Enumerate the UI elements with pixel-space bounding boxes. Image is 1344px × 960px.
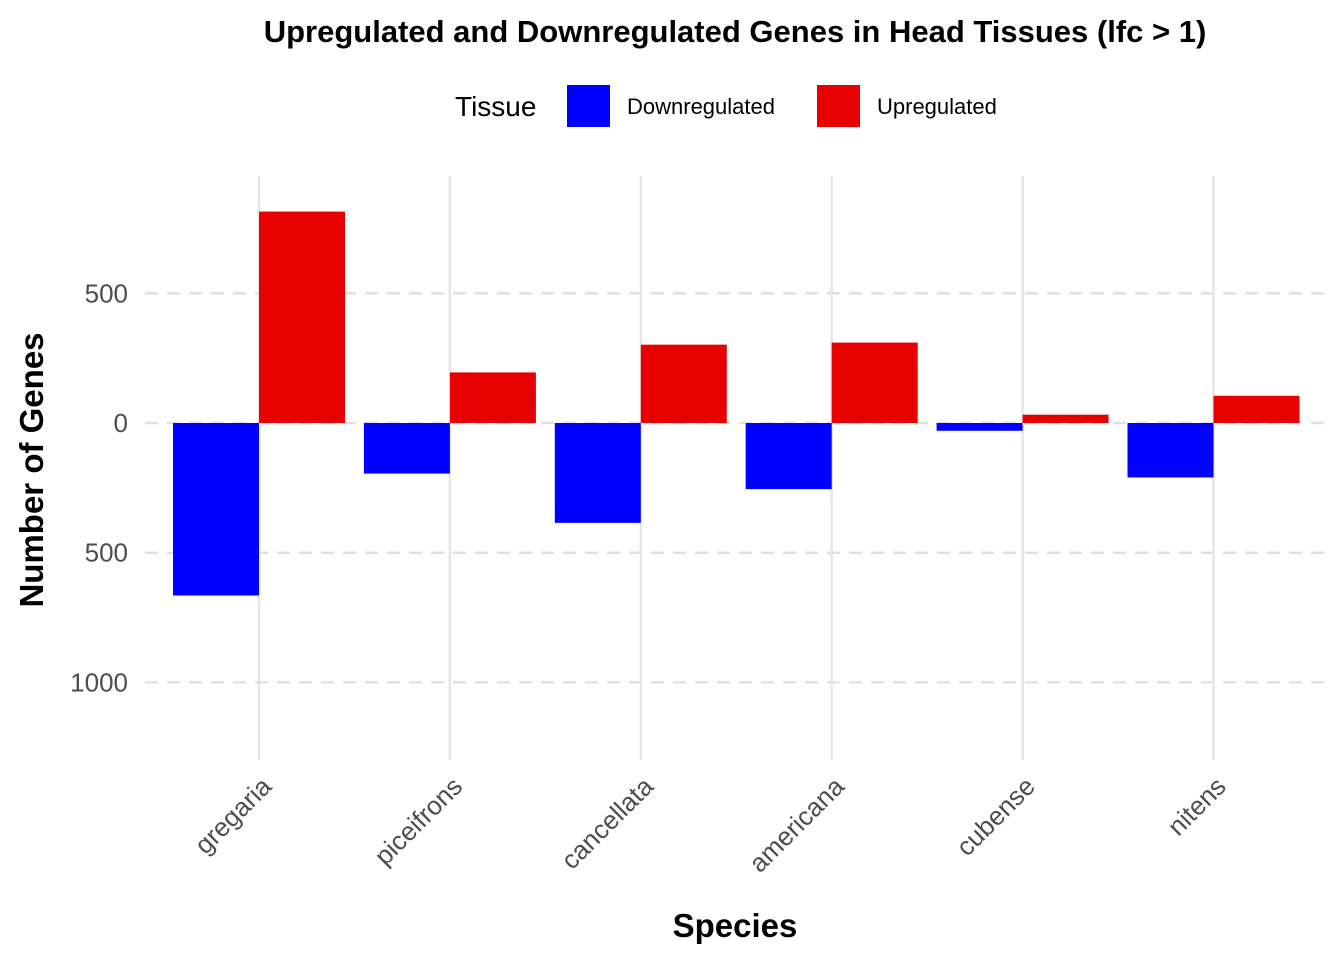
bar-downregulated-cubense [936, 423, 1023, 431]
bar-downregulated-americana [745, 423, 832, 490]
x-tick-label-americana: americana [743, 771, 850, 878]
y-tick-label: 0 [114, 408, 128, 438]
y-tick-label: 1000 [70, 667, 128, 697]
bar-downregulated-piceifrons [363, 423, 450, 474]
x-axis-title: Species [673, 907, 798, 944]
bar-upregulated-gregaria [259, 211, 345, 423]
x-tick-label-piceifrons: piceifrons [368, 771, 468, 871]
legend-swatch-upregulated [817, 85, 860, 127]
legend-label-downregulated: Downregulated [627, 94, 775, 119]
y-axis-title: Number of Genes [13, 332, 50, 607]
bars [173, 211, 1300, 596]
bar-downregulated-gregaria [173, 423, 259, 596]
chart-title: Upregulated and Downregulated Genes in H… [264, 14, 1207, 49]
legend: Tissue Downregulated Upregulated [455, 85, 997, 127]
x-tick-label-cubense: cubense [950, 771, 1041, 862]
y-tick-label: 500 [85, 278, 128, 308]
bar-upregulated-piceifrons [449, 372, 536, 423]
bar-upregulated-cancellata [640, 344, 727, 423]
legend-label-upregulated: Upregulated [877, 94, 997, 119]
x-tick-label-gregaria: gregaria [189, 771, 278, 860]
bar-downregulated-cancellata [554, 423, 641, 523]
legend-swatch-downregulated [567, 85, 610, 127]
bar-upregulated-nitens [1213, 395, 1300, 423]
y-axis-ticks: 500 0 500 1000 [70, 278, 128, 697]
bar-upregulated-americana [831, 342, 918, 423]
bar-downregulated-nitens [1127, 423, 1214, 478]
x-axis-ticks: gregaria piceifrons cancellata americana cub… [189, 771, 1232, 878]
bar-upregulated-cubense [1022, 414, 1109, 423]
x-tick-label-cancellata: cancellata [555, 771, 659, 875]
y-tick-label: 500 [85, 538, 128, 568]
legend-title: Tissue [455, 91, 536, 122]
x-tick-label-nitens: nitens [1161, 771, 1231, 841]
